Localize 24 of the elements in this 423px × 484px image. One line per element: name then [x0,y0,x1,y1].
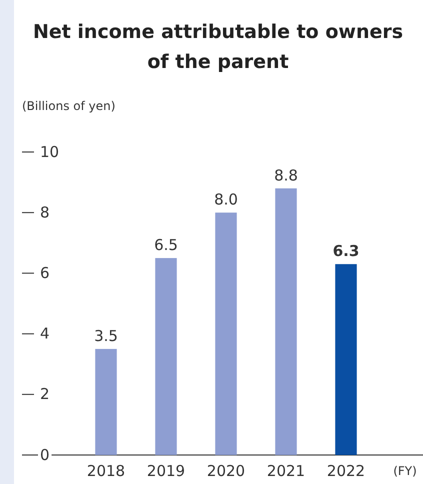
bar [95,348,117,455]
data-label: 6.3 [332,242,360,260]
y-tick-label: 10 [40,142,60,161]
y-tick-label: 8 [40,203,50,222]
bar [275,188,297,455]
text: (FY) [393,464,417,478]
data-label: 8.0 [214,190,238,209]
y-tick-label: 2 [40,385,50,404]
chart-title: Net income attributable to owners of the parent [32,21,404,73]
x-tick-label: 2019 [146,462,186,480]
x-tick-label: 2022 [326,462,366,480]
x-tick-label: 2021 [266,462,306,480]
y-tick-label: 4 [40,324,50,343]
bar [215,212,237,455]
bar [155,258,177,455]
y-axis-title: (Billions of yen) [22,99,116,113]
x-tick-label: 2018 [86,462,126,480]
data-label: 8.8 [274,166,298,184]
y-tick-label: 6 [40,264,50,282]
bar [335,264,357,455]
y-tick-label: 0 [40,446,50,464]
data-label: 6.5 [154,236,178,254]
x-tick-label: 2020 [206,462,246,480]
data-label: 3.5 [94,326,118,345]
